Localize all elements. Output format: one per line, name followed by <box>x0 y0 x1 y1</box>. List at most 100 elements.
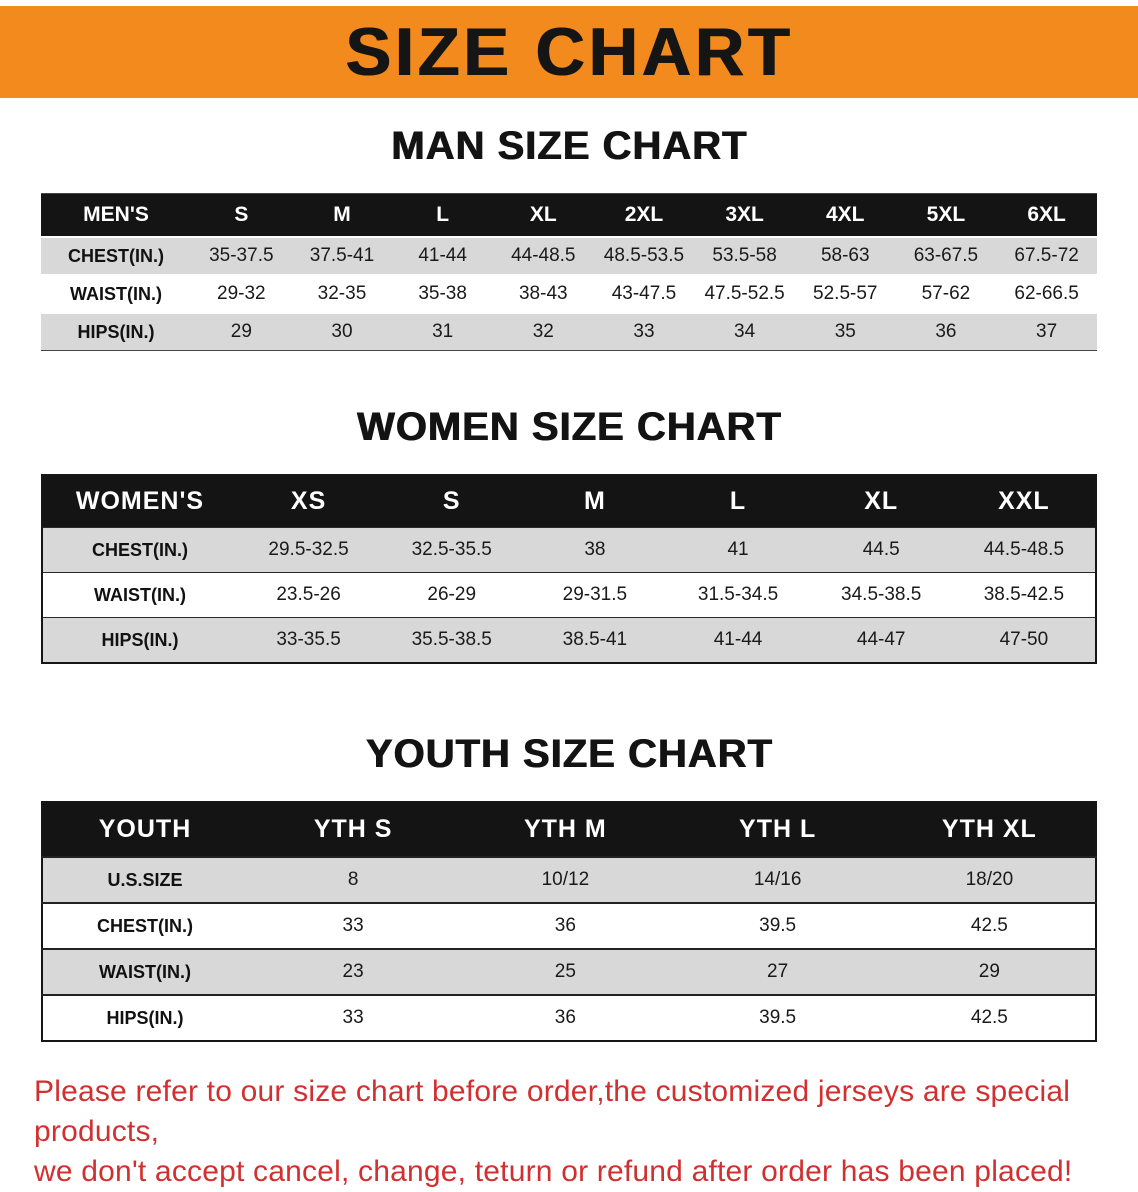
row-label-cell: HIPS(IN.) <box>106 1007 184 1028</box>
value-cell: 47.5-52.5 <box>704 283 785 304</box>
row-label-cell: WAIST(IN.) <box>94 584 186 605</box>
value-cell: 33 <box>342 915 364 936</box>
value-cell: 32-35 <box>317 283 367 304</box>
value-cell: 48.5-53.5 <box>603 245 685 266</box>
value-cell: 35 <box>834 321 856 342</box>
value-cell: 36 <box>554 915 576 936</box>
value-cell: 33-35.5 <box>276 629 341 650</box>
value-cell: 29 <box>230 321 252 342</box>
size-header-cell: XL <box>492 193 594 237</box>
measurement-row: HIPS(IN.) 33-35.5 35.5-38.5 38.5-41 41-44 44-… <box>42 617 1096 663</box>
value-cell: 14/16 <box>753 869 802 890</box>
size-header-cell: YTH L <box>671 802 884 857</box>
men-section-heading: MAN SIZE CHART <box>390 124 748 168</box>
row-label-cell: WAIST(IN.) <box>70 283 162 304</box>
size-header-cell: XXL <box>952 475 1096 528</box>
value-cell: 42.5 <box>970 915 1008 936</box>
value-cell: 23.5-26 <box>276 584 341 605</box>
value-cell: 8 <box>347 869 359 890</box>
row-label-cell: HIPS(IN.) <box>101 629 179 650</box>
value-cell: 44.5-48.5 <box>983 539 1065 560</box>
value-cell: 34 <box>734 321 756 342</box>
value-cell: 32.5-35.5 <box>411 539 492 560</box>
value-cell: 44-48.5 <box>511 245 576 266</box>
value-cell: 43-47.5 <box>611 283 677 304</box>
value-cell: 67.5-72 <box>1014 245 1079 266</box>
size-header-cell: YTH XL <box>883 802 1096 857</box>
value-cell: 62-66.5 <box>1014 283 1079 304</box>
value-cell: 29-32 <box>217 283 266 304</box>
value-cell: 29-31.5 <box>562 584 628 605</box>
women-header-row: WOMEN'S XS S M L XL XXL <box>42 475 1096 528</box>
value-cell: 47-50 <box>999 629 1049 650</box>
youth-size-section: YOUTH SIZE CHART YOUTH YTH S YTH M YTH L YTH… <box>0 732 1138 1042</box>
value-cell: 36 <box>554 1007 576 1028</box>
size-header-cell: 6XL <box>996 193 1097 237</box>
value-cell: 58-63 <box>820 245 870 266</box>
size-header-cell: YTH M <box>459 802 672 857</box>
measurement-row: WAIST(IN.) 29-32 32-35 35-38 38-43 43-47.5 47.… <box>41 275 1097 313</box>
value-cell: 31 <box>432 321 454 342</box>
value-cell: 35.5-38.5 <box>411 629 492 650</box>
measurement-row: U.S.SIZE 8 10/12 14/16 18/20 <box>42 857 1096 903</box>
value-cell: 32 <box>532 321 554 342</box>
value-cell: 23 <box>342 961 364 982</box>
value-cell: 26-29 <box>427 584 477 605</box>
value-cell: 44-47 <box>856 629 906 650</box>
value-cell: 44.5 <box>862 539 900 560</box>
row-label-cell: U.S.SIZE <box>107 869 183 890</box>
youth-table-title-cell: YOUTH <box>42 802 247 857</box>
value-cell: 36 <box>935 321 957 342</box>
size-header-cell: M <box>291 193 393 237</box>
value-cell: 39.5 <box>759 915 797 936</box>
value-cell: 33 <box>342 1007 364 1028</box>
men-size-section: MAN SIZE CHART MEN'S S M L XL 2XL 3XL 4XL 5XL 6XL… <box>0 124 1138 351</box>
size-header-cell: L <box>666 475 810 528</box>
men-header-row: MEN'S S M L XL 2XL 3XL 4XL 5XL 6XL <box>41 193 1097 237</box>
value-cell: 38.5-41 <box>562 629 628 650</box>
youth-size-table: YOUTH YTH S YTH M YTH L YTH XL U.S.SIZE 8 10/12… <box>41 801 1097 1042</box>
row-label-cell: CHEST(IN.) <box>68 245 164 266</box>
measurement-row: HIPS(IN.) 33 36 39.5 42.5 <box>42 995 1096 1041</box>
size-header-cell: S <box>380 475 524 528</box>
measurement-row: WAIST(IN.) 23.5-26 26-29 29-31.5 31.5-34.5 34… <box>42 572 1096 618</box>
value-cell: 41-44 <box>713 629 763 650</box>
value-cell: 52.5-57 <box>813 283 878 304</box>
size-chart-banner: SIZE CHART <box>0 6 1138 98</box>
size-header-cell: XL <box>809 475 953 528</box>
size-header-cell: 5XL <box>895 193 997 237</box>
value-cell: 57-62 <box>921 283 971 304</box>
value-cell: 29.5-32.5 <box>268 539 349 560</box>
value-cell: 33 <box>633 321 655 342</box>
value-cell: 27 <box>767 961 789 982</box>
disclaimer-line-1: Please refer to our size chart before or… <box>34 1075 1071 1148</box>
disclaimer-line-2: we don't accept cancel, change, teturn o… <box>34 1154 1073 1188</box>
value-cell: 35-38 <box>418 283 467 304</box>
value-cell: 41 <box>727 539 749 560</box>
youth-section-heading: YOUTH SIZE CHART <box>365 732 773 776</box>
value-cell: 37.5-41 <box>309 245 375 266</box>
men-size-table: MEN'S S M L XL 2XL 3XL 4XL 5XL 6XL CHEST(IN.) 35-37… <box>41 193 1097 351</box>
size-header-cell: M <box>523 475 667 528</box>
row-label-cell: HIPS(IN.) <box>77 321 155 342</box>
youth-header-row: YOUTH YTH S YTH M YTH L YTH XL <box>42 802 1096 857</box>
measurement-row: CHEST(IN.) 35-37.5 37.5-41 41-44 44-48.5 48.5… <box>41 237 1097 275</box>
size-header-cell: S <box>191 193 292 237</box>
women-table-title-cell: WOMEN'S <box>42 475 237 528</box>
women-size-table: WOMEN'S XS S M L XL XXL CHEST(IN.) 29.5-32.5 32.5… <box>41 474 1097 664</box>
men-table-title-cell: MEN'S <box>41 193 191 237</box>
banner-title: SIZE CHART <box>345 14 793 90</box>
value-cell: 38-43 <box>518 283 568 304</box>
size-header-cell: 2XL <box>593 193 695 237</box>
row-label-cell: CHEST(IN.) <box>92 539 188 560</box>
size-header-cell: L <box>392 193 493 237</box>
measurement-row: HIPS(IN.) 29 30 31 32 33 34 35 36 37 <box>41 313 1097 351</box>
value-cell: 30 <box>331 321 353 342</box>
value-cell: 42.5 <box>970 1007 1008 1028</box>
value-cell: 29 <box>978 961 1000 982</box>
women-size-section: WOMEN SIZE CHART WOMEN'S XS S M L XL XXL CHEST(… <box>0 405 1138 664</box>
measurement-row: WAIST(IN.) 23 25 27 29 <box>42 949 1096 995</box>
value-cell: 10/12 <box>541 869 590 890</box>
value-cell: 38.5-42.5 <box>983 584 1065 605</box>
size-header-cell: YTH S <box>247 802 460 857</box>
